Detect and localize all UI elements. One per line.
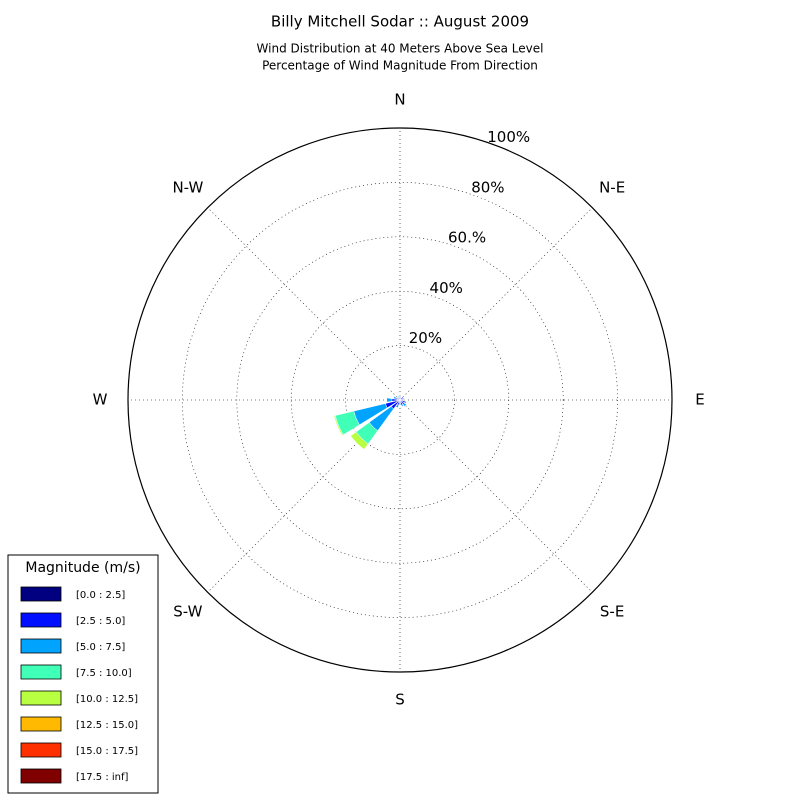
direction-label: N-E: [599, 178, 625, 196]
direction-label: W: [93, 391, 108, 409]
grid-circle: [236, 236, 564, 564]
direction-label: S-W: [173, 603, 202, 621]
r-tick-label: 60.%: [448, 229, 486, 247]
chart-title: Billy Mitchell Sodar :: August 2009: [271, 13, 529, 31]
legend-swatch: [20, 664, 62, 680]
outer-circle: [127, 127, 673, 673]
legend-label: [2.5 : 5.0]: [76, 616, 125, 627]
legend-swatch: [20, 742, 62, 758]
spoke: [399, 207, 593, 401]
spoke: [399, 399, 593, 593]
legend-label: [7.5 : 10.0]: [76, 668, 132, 679]
legend-swatch: [20, 690, 62, 706]
legend-label: [17.5 : inf]: [76, 772, 129, 783]
legend-swatch: [20, 716, 62, 732]
legend-title: Magnitude (m/s): [25, 560, 140, 576]
direction-label: E: [695, 391, 704, 409]
r-tick-label: 40%: [430, 279, 463, 297]
spoke: [207, 207, 401, 401]
spoke: [207, 399, 401, 593]
r-tick-label: 80%: [471, 178, 504, 196]
legend-label: [0.0 : 2.5]: [76, 590, 125, 601]
grid-circle: [345, 345, 455, 455]
direction-label: N-W: [172, 178, 203, 196]
direction-label: S: [395, 691, 405, 709]
legend-label: [10.0 : 12.5]: [76, 694, 138, 705]
legend-swatch: [20, 638, 62, 654]
grid-circle: [182, 182, 618, 618]
wedge: [405, 401, 407, 404]
wedge: [386, 397, 393, 403]
legend-swatch: [20, 612, 62, 628]
r-tick-label: 20%: [409, 329, 442, 347]
chart-subtitle: Percentage of Wind Magnitude From Direct…: [262, 59, 538, 73]
legend-label: [15.0 : 17.5]: [76, 746, 138, 757]
legend-swatch: [20, 768, 62, 784]
direction-label: S-E: [600, 603, 624, 621]
legend-label: [5.0 : 7.5]: [76, 642, 125, 653]
legend-swatch: [20, 586, 62, 602]
wedge: [393, 396, 395, 399]
direction-label: N: [394, 91, 405, 109]
chart-subtitle: Wind Distribution at 40 Meters Above Sea…: [257, 42, 544, 56]
legend-label: [12.5 : 15.0]: [76, 720, 138, 731]
r-tick-label: 100%: [487, 128, 530, 146]
